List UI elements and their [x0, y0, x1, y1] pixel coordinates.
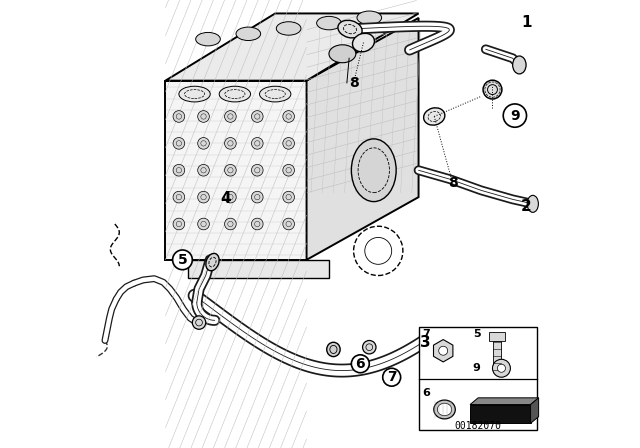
Polygon shape [188, 260, 329, 278]
Circle shape [173, 111, 185, 122]
Circle shape [173, 250, 192, 270]
Text: 1: 1 [521, 15, 531, 30]
Ellipse shape [527, 195, 538, 212]
Circle shape [503, 104, 527, 127]
Circle shape [225, 111, 236, 122]
Text: 8: 8 [349, 76, 360, 90]
Circle shape [252, 164, 263, 176]
Ellipse shape [193, 316, 206, 329]
Ellipse shape [357, 11, 381, 25]
Ellipse shape [260, 86, 291, 102]
Text: 9: 9 [510, 108, 520, 123]
Ellipse shape [236, 27, 260, 40]
Text: 6: 6 [422, 388, 430, 398]
Text: 6: 6 [355, 357, 365, 371]
Ellipse shape [317, 17, 341, 30]
Circle shape [198, 218, 209, 230]
Circle shape [351, 355, 369, 373]
Text: 5: 5 [177, 253, 188, 267]
Ellipse shape [219, 86, 251, 102]
Text: 5: 5 [473, 329, 481, 339]
Ellipse shape [351, 139, 396, 202]
Circle shape [283, 138, 294, 149]
Circle shape [283, 218, 294, 230]
Text: 3: 3 [420, 335, 431, 350]
Polygon shape [165, 81, 307, 260]
Circle shape [225, 218, 236, 230]
Circle shape [283, 191, 294, 203]
Circle shape [252, 138, 263, 149]
Polygon shape [307, 18, 419, 260]
Text: 7: 7 [422, 329, 430, 339]
Ellipse shape [206, 254, 219, 271]
Circle shape [225, 164, 236, 176]
Circle shape [173, 164, 185, 176]
Ellipse shape [362, 340, 376, 354]
Ellipse shape [353, 33, 374, 52]
Ellipse shape [437, 403, 452, 416]
Circle shape [383, 368, 401, 386]
FancyBboxPatch shape [493, 341, 500, 370]
Text: 2: 2 [521, 198, 531, 214]
Polygon shape [531, 398, 539, 423]
Circle shape [225, 191, 236, 203]
Ellipse shape [434, 400, 455, 419]
Ellipse shape [338, 20, 362, 38]
Text: 7: 7 [387, 370, 397, 384]
Circle shape [173, 138, 185, 149]
Circle shape [252, 111, 263, 122]
Circle shape [439, 346, 448, 355]
Text: 8: 8 [448, 176, 458, 190]
Circle shape [225, 138, 236, 149]
Ellipse shape [424, 108, 445, 125]
Circle shape [198, 138, 209, 149]
Text: 4: 4 [221, 190, 231, 206]
Polygon shape [470, 398, 539, 405]
Polygon shape [165, 13, 419, 81]
Ellipse shape [483, 80, 502, 99]
FancyBboxPatch shape [419, 327, 538, 430]
Circle shape [198, 191, 209, 203]
Circle shape [497, 364, 506, 372]
Text: 00182070: 00182070 [454, 421, 501, 431]
Circle shape [252, 218, 263, 230]
Circle shape [252, 191, 263, 203]
Ellipse shape [329, 45, 356, 63]
Circle shape [493, 359, 511, 377]
Text: 9: 9 [473, 363, 481, 373]
Ellipse shape [276, 22, 301, 35]
Ellipse shape [513, 56, 526, 74]
Circle shape [283, 111, 294, 122]
FancyBboxPatch shape [489, 332, 505, 341]
Circle shape [198, 111, 209, 122]
Circle shape [173, 191, 185, 203]
Circle shape [198, 164, 209, 176]
Circle shape [283, 164, 294, 176]
Ellipse shape [196, 32, 220, 46]
Ellipse shape [179, 86, 210, 102]
Circle shape [173, 218, 185, 230]
Ellipse shape [326, 342, 340, 357]
Polygon shape [470, 405, 531, 423]
